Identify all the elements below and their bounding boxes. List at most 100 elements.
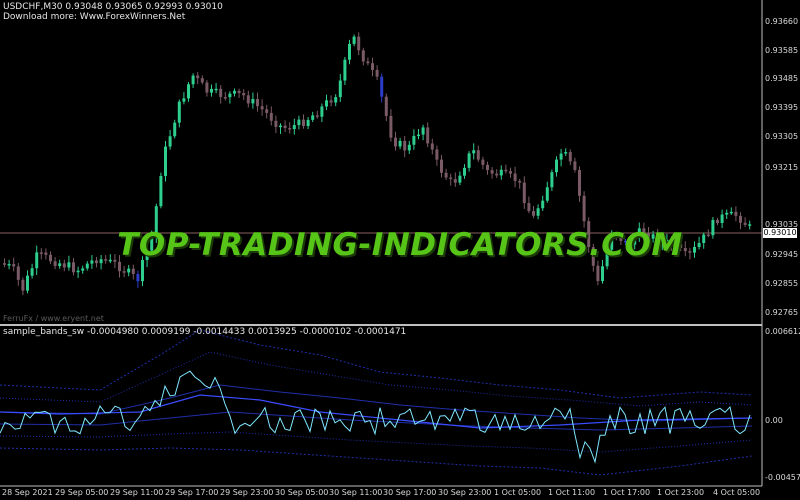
candle-body [21,279,25,291]
candle-body [748,224,752,226]
candle-body [168,136,172,147]
candle-body [39,252,43,254]
candle-body [417,134,420,137]
candle-body [486,164,489,171]
candle-body [371,63,374,70]
candle-body [375,69,379,77]
price-label: 0.93485 [765,74,799,83]
candle-body [596,265,600,282]
time-label: 1 Oct 11:00 [548,488,596,497]
price-label: 0.92945 [765,250,799,259]
candle-body [191,75,195,85]
candle-body [725,212,729,215]
candle-body [633,237,637,245]
candle-body [334,97,338,103]
candle-body [76,270,80,273]
candle-body [490,170,494,174]
candle-body [3,263,6,265]
candle-body [660,240,664,245]
candle-body [711,219,715,236]
candle-body [306,119,310,127]
candle-body [246,95,250,104]
candle-body [315,115,319,117]
time-label: 29 Sep 11:00 [110,488,164,497]
candle-body [564,152,568,154]
candle-body [706,234,710,237]
candle-body [205,82,209,93]
candle-body [628,240,632,245]
candle-body [366,61,370,64]
candle-body [555,159,558,173]
current-price-tag: 0.93010 [763,228,797,238]
time-label: 1 Oct 05:00 [494,488,542,497]
candle-body [444,172,448,178]
download-info: Download more: Www.ForexWinners.Net [3,12,186,22]
candle-body [453,179,457,183]
candle-body [651,234,655,239]
candle-body [256,99,259,107]
candle-body [122,271,126,273]
candle-body [527,203,531,212]
candle-body [311,115,315,120]
candle-body [182,98,186,102]
candle-body [325,100,328,107]
candle-body [348,43,351,60]
candle-body [559,153,563,160]
candle-body [12,264,16,267]
candle-body [389,115,393,138]
candle-body [329,100,333,103]
candle-body [44,252,48,255]
candle-body [265,109,269,113]
candle-body [26,275,29,291]
candle-body [136,274,140,282]
price-label: 0.93660 [765,17,799,26]
candle-body [62,263,66,268]
time-label: 1 Oct 17:00 [603,488,651,497]
candle-body [49,254,52,262]
indicator-label: 0.0066121 [765,327,800,336]
candle-body [463,167,466,176]
footer-mark: FerruFx / www.eryent.net [3,314,104,323]
candle-body [587,221,591,248]
candle-body [642,228,646,233]
candle-body [541,200,545,209]
candle-body [550,172,554,188]
candle-body [104,259,108,261]
time-label: 29 Sep 17:00 [165,488,219,497]
candle-body [568,152,572,162]
candle-body [141,260,144,282]
price-label: 0.93305 [765,132,799,141]
candle-body [716,219,719,223]
candle-body [729,211,733,214]
candle-body [352,36,356,44]
candle-body [145,250,149,261]
candle-body [108,259,112,262]
candle-body [279,125,282,128]
price-label: 0.92855 [765,279,799,288]
time-label: 30 Sep 23:00 [438,488,492,497]
candle-body [85,263,89,269]
indicator-label: -0.0045772 [765,473,800,482]
pane-separator[interactable] [0,324,762,326]
candle-body [320,106,324,117]
candle-body [274,120,278,127]
indicator-label: 0.00 [765,416,783,425]
candle-body [702,234,706,244]
candle-body [7,264,11,266]
candle-body [619,236,623,241]
candle-body [159,175,163,207]
candle-body [196,75,200,79]
candle-body [739,215,742,223]
candle-body [260,106,264,110]
candle-body [578,169,581,196]
candle-body [242,93,246,96]
candle-body [131,268,135,275]
candle-body [394,137,397,147]
band-line [0,384,753,422]
candle-body [509,171,512,174]
price-label: 0.92765 [765,308,799,317]
candle-body [127,268,131,273]
candle-body [601,266,604,282]
candle-body [449,177,453,180]
